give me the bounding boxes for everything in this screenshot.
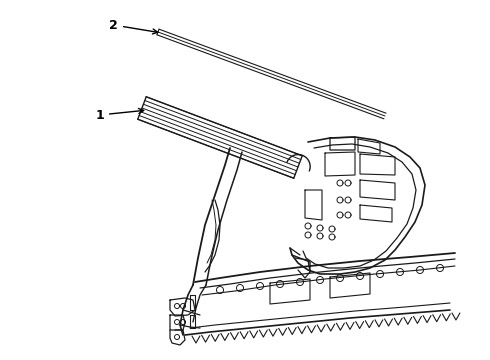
Text: 1: 1	[95, 108, 144, 122]
Text: 2: 2	[109, 18, 158, 34]
